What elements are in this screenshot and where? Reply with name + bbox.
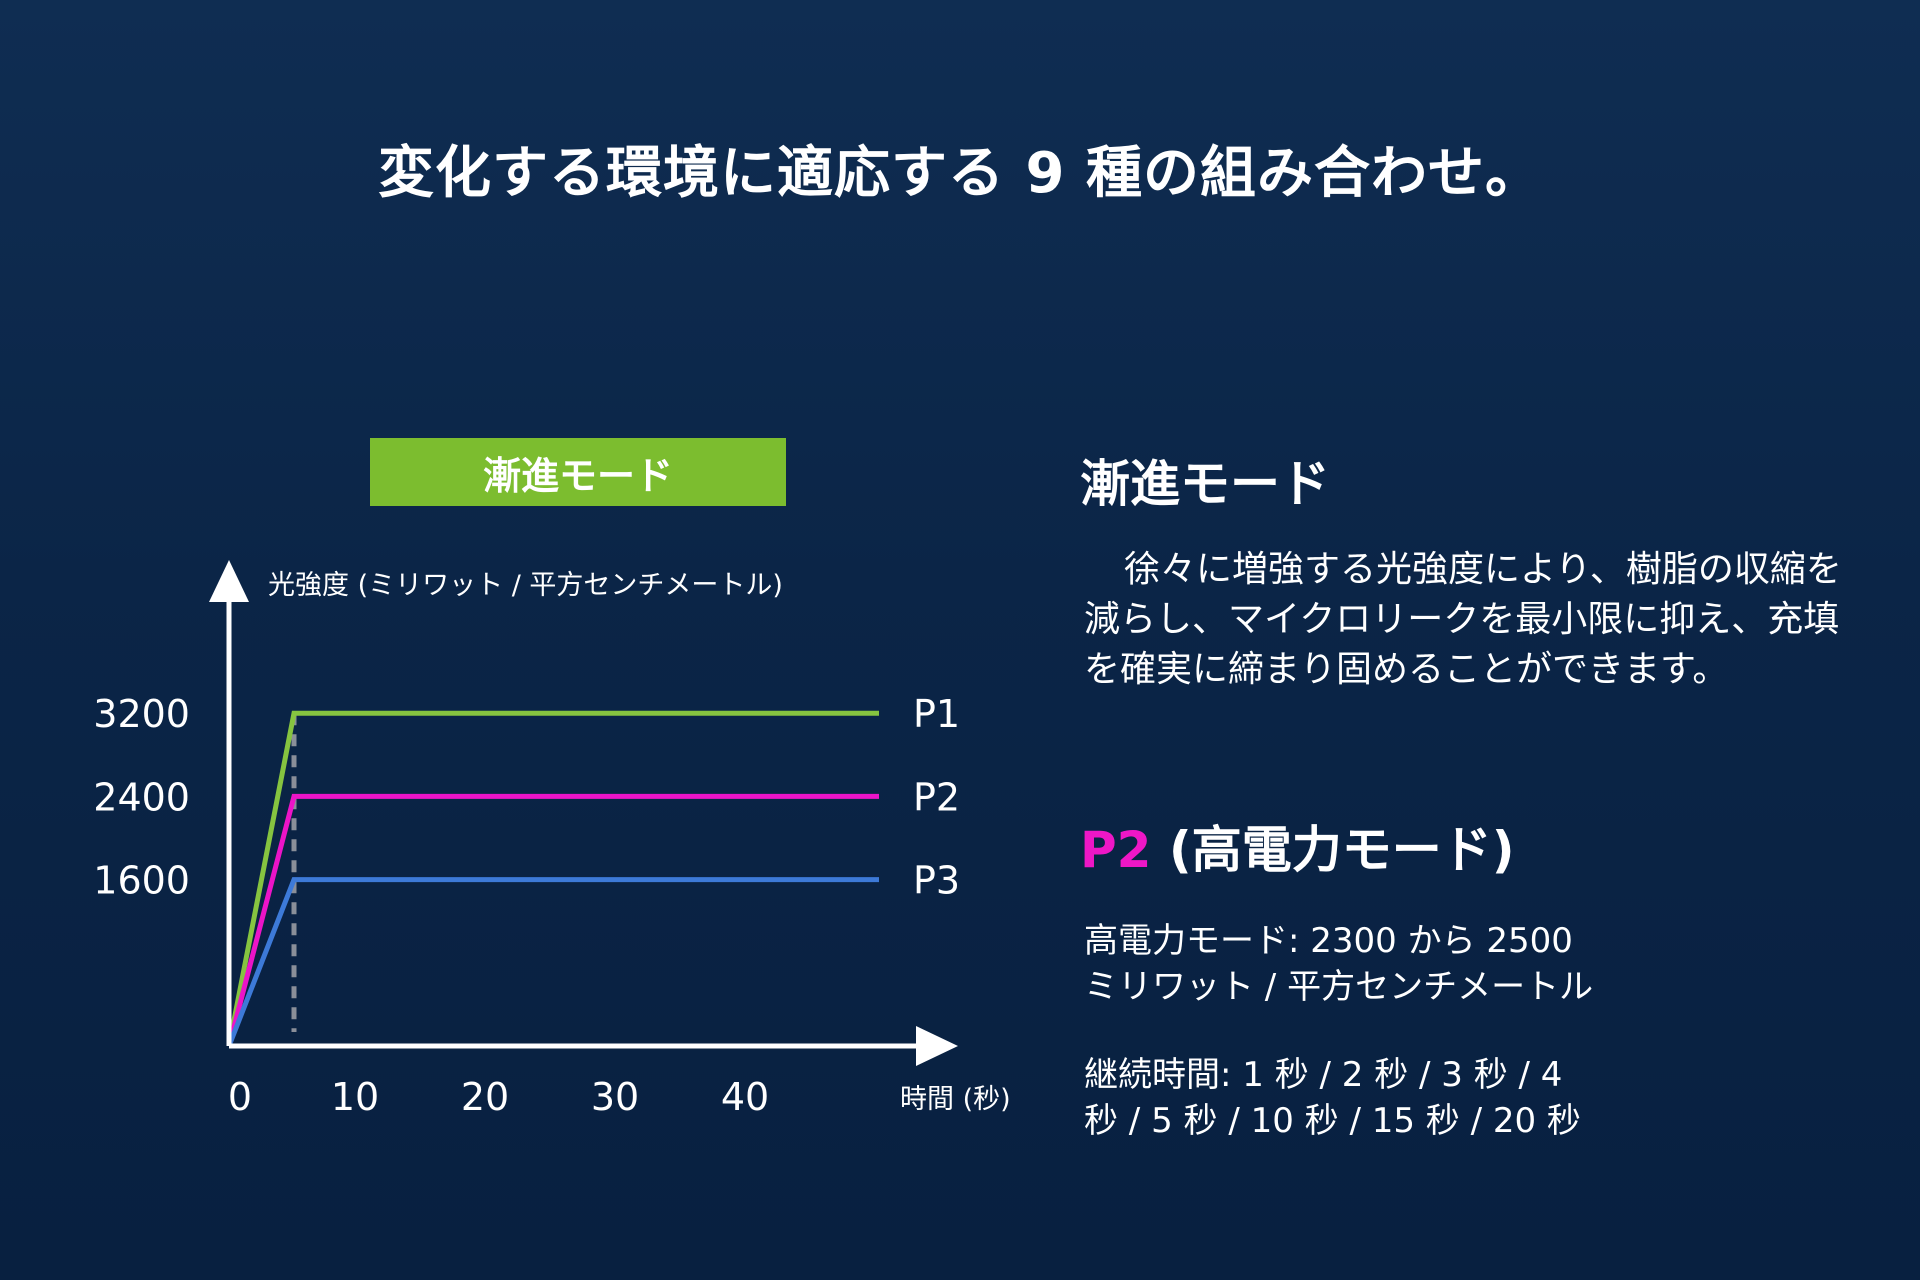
series-label-p1: P1 (913, 692, 960, 736)
series-line-p3 (226, 877, 879, 1047)
duration-line-2: 秒 / 5 秒 / 10 秒 / 15 秒 / 20 秒 (1084, 1101, 1581, 1141)
x-axis-arrow (916, 1026, 958, 1066)
mode-description: 徐々に増強する光強度により、樹脂の収縮を減らし、マイクロリークを最小限に抑え、充… (1084, 549, 1842, 690)
power-range-line-2: ミリワット / 平方センチメートル (1084, 967, 1594, 1007)
mode-badge: 漸進モード (370, 438, 786, 506)
y-axis-arrow (209, 560, 249, 602)
p2-tag: P2 (1080, 821, 1152, 879)
x-tick-label: 20 (461, 1075, 509, 1119)
series-line-p2 (226, 793, 879, 1047)
x-tick-label: 0 (228, 1075, 252, 1119)
x-tick-label: 40 (721, 1075, 769, 1119)
p2-subtitle: (高電力モード) (1151, 821, 1515, 879)
series-label-p2: P2 (913, 775, 960, 819)
y-tick-label: 3200 (93, 692, 190, 736)
x-tick-label: 10 (331, 1075, 379, 1119)
x-axis-label: 時間 (秒) (900, 1084, 1011, 1115)
power-range-text: 高電力モード: 2300 から 2500 ミリワット / 平方センチメートル (1084, 918, 1704, 1010)
series-label-p3: P3 (913, 859, 960, 903)
y-tick-label: 1600 (93, 859, 190, 903)
series-line-p1 (226, 710, 879, 1047)
p2-heading: P2 (高電力モード) (1080, 810, 1515, 882)
y-axis-label: 光強度 (ミリワット / 平方センチメートル) (268, 570, 783, 601)
x-tick-label: 30 (591, 1075, 639, 1119)
duration-line-1: 継続時間: 1 秒 / 2 秒 / 3 秒 / 4 (1084, 1055, 1563, 1095)
duration-text: 継続時間: 1 秒 / 2 秒 / 3 秒 / 4 秒 / 5 秒 / 10 秒… (1084, 1052, 1704, 1144)
y-tick-label: 2400 (93, 775, 190, 819)
power-range-line-1: 高電力モード: 2300 から 2500 (1084, 921, 1573, 961)
page-title: 変化する環境に適応する 9 種の組み合わせ。 (378, 141, 1542, 206)
mode-heading: 漸進モード (1080, 455, 1330, 513)
